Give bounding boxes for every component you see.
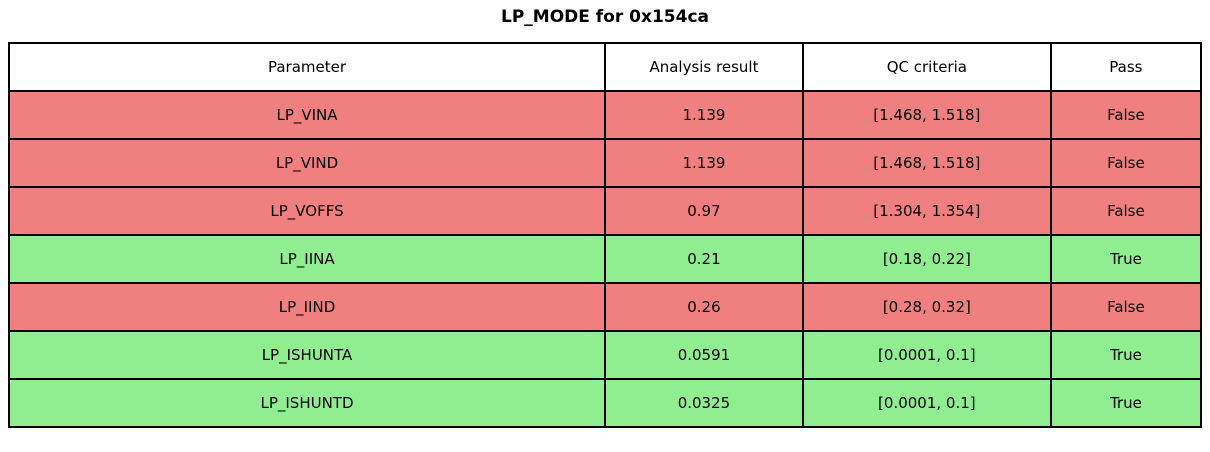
cell-analysis-result: 0.21 — [604, 234, 804, 284]
column-header-qc-criteria: QC criteria — [801, 42, 1052, 92]
cell-pass: False — [1049, 138, 1203, 188]
cell-pass: False — [1049, 282, 1203, 332]
table-row: LP_ISHUNTD 0.0325 [0.0001, 0.1] True — [7, 378, 1203, 428]
cell-pass: True — [1049, 378, 1203, 428]
cell-analysis-result: 1.139 — [604, 138, 804, 188]
cell-qc-criteria: [0.0001, 0.1] — [801, 378, 1052, 428]
cell-parameter: LP_IINA — [7, 234, 607, 284]
qc-results-table: Parameter Analysis result QC criteria Pa… — [7, 42, 1203, 428]
cell-parameter: LP_VIND — [7, 138, 607, 188]
cell-qc-criteria: [0.18, 0.22] — [801, 234, 1052, 284]
cell-qc-criteria: [0.0001, 0.1] — [801, 330, 1052, 380]
column-header-analysis-result: Analysis result — [604, 42, 804, 92]
cell-parameter: LP_IIND — [7, 282, 607, 332]
column-header-pass: Pass — [1049, 42, 1203, 92]
cell-qc-criteria: [1.468, 1.518] — [801, 138, 1052, 188]
cell-pass: False — [1049, 186, 1203, 236]
table-row: LP_VOFFS 0.97 [1.304, 1.354] False — [7, 186, 1203, 236]
table-row: LP_IINA 0.21 [0.18, 0.22] True — [7, 234, 1203, 284]
cell-parameter: LP_VINA — [7, 90, 607, 140]
cell-analysis-result: 0.97 — [604, 186, 804, 236]
cell-qc-criteria: [1.468, 1.518] — [801, 90, 1052, 140]
cell-analysis-result: 0.26 — [604, 282, 804, 332]
cell-pass: True — [1049, 330, 1203, 380]
cell-parameter: LP_VOFFS — [7, 186, 607, 236]
cell-qc-criteria: [0.28, 0.32] — [801, 282, 1052, 332]
cell-qc-criteria: [1.304, 1.354] — [801, 186, 1052, 236]
figure-title: LP_MODE for 0x154ca — [500, 7, 709, 27]
table-row: LP_ISHUNTA 0.0591 [0.0001, 0.1] True — [7, 330, 1203, 380]
table-row: LP_VINA 1.139 [1.468, 1.518] False — [7, 90, 1203, 140]
table-header-row: Parameter Analysis result QC criteria Pa… — [7, 42, 1203, 92]
cell-parameter: LP_ISHUNTA — [7, 330, 607, 380]
column-header-parameter: Parameter — [7, 42, 607, 92]
table-row: LP_IIND 0.26 [0.28, 0.32] False — [7, 282, 1203, 332]
cell-pass: False — [1049, 90, 1203, 140]
cell-parameter: LP_ISHUNTD — [7, 378, 607, 428]
cell-analysis-result: 0.0591 — [604, 330, 804, 380]
cell-pass: True — [1049, 234, 1203, 284]
table-row: LP_VIND 1.139 [1.468, 1.518] False — [7, 138, 1203, 188]
cell-analysis-result: 0.0325 — [604, 378, 804, 428]
cell-analysis-result: 1.139 — [604, 90, 804, 140]
